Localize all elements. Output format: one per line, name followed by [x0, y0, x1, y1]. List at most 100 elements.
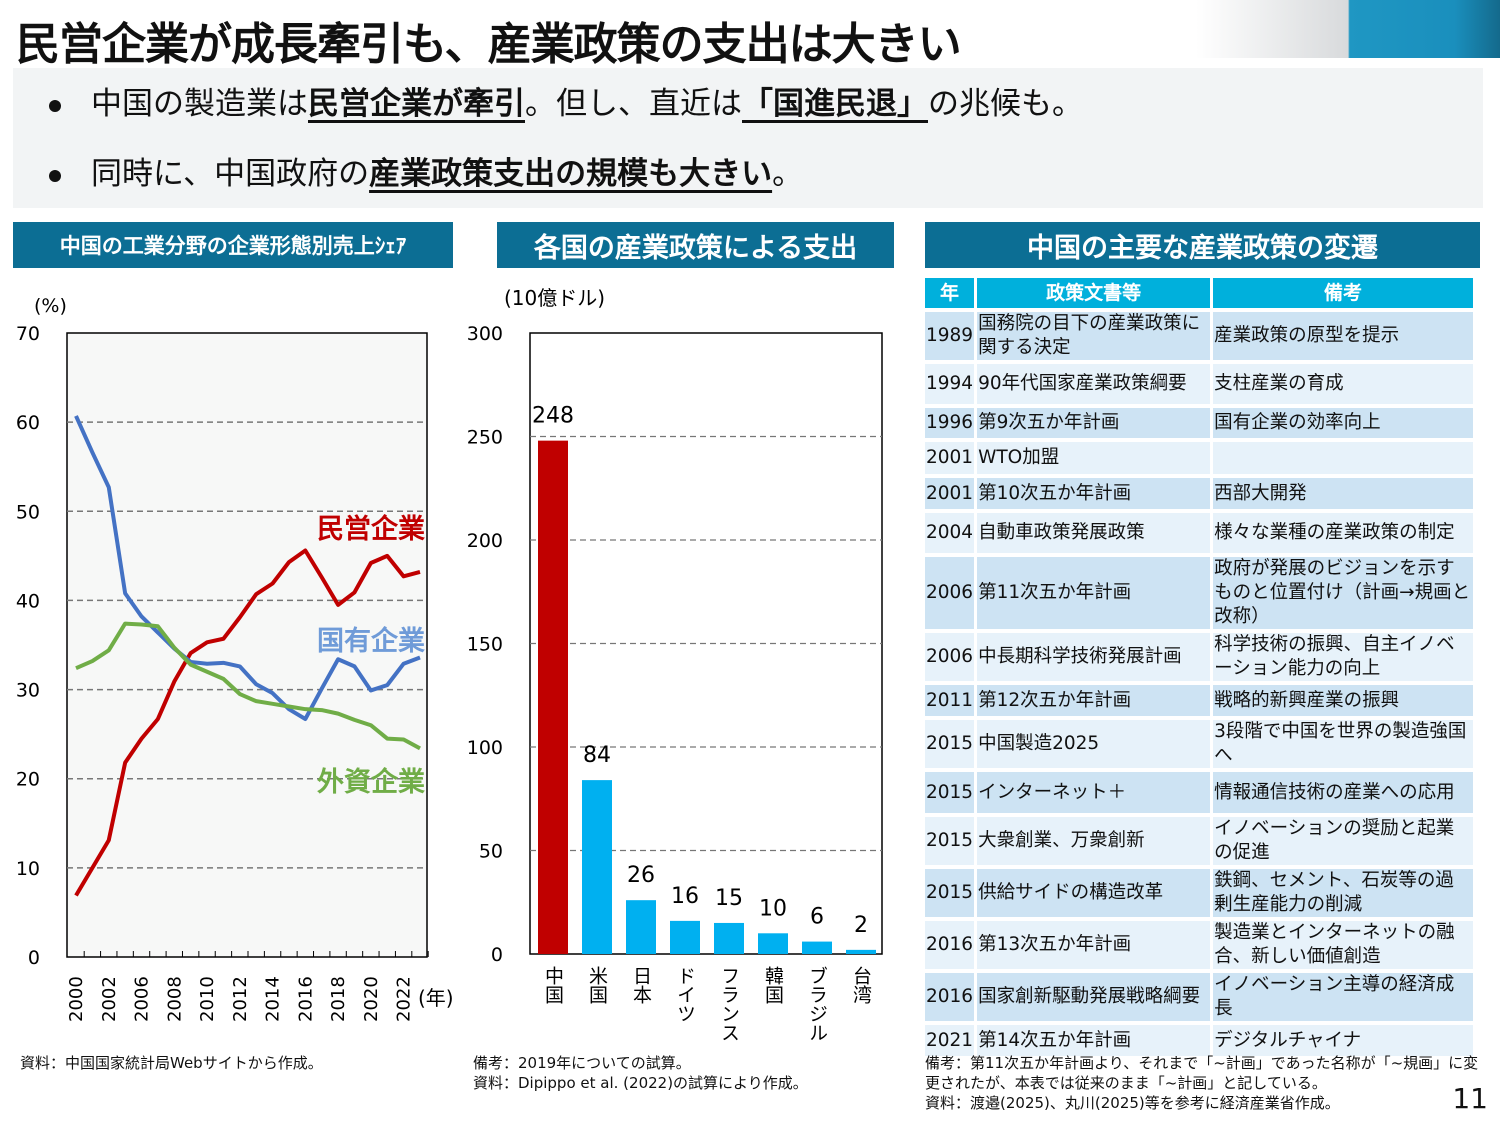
bar-value-label: 6: [810, 905, 824, 930]
series-label: 民営企業: [317, 513, 425, 545]
year-cell: 2015: [925, 817, 975, 865]
table-row: 2015 インターネット＋ 情報通信技術の産業への応用: [925, 772, 1473, 813]
table-row: 1996 第9次五か年計画 国有企業の効率向上: [925, 408, 1473, 438]
bar-0: [538, 440, 568, 954]
table-row: 2015 供給サイドの構造改革 鉄鋼、セメント、石炭等の過剰生産能力の削減: [925, 869, 1473, 917]
year-cell: 2015: [925, 869, 975, 917]
notes-cell: イノベーションの奨励と起業の促進: [1213, 817, 1473, 865]
bar-value-label: 26: [627, 863, 655, 888]
table-row: 1994 90年代国家産業政策綱要 支柱産業の育成: [925, 364, 1473, 404]
policy-cell: 供給サイドの構造改革: [977, 869, 1211, 917]
bar-value-label: 10: [759, 896, 787, 921]
x-tick-label: 2016: [295, 976, 316, 1022]
bullet-dot-icon: [49, 99, 61, 112]
category-label: 米国: [586, 966, 608, 1004]
policy-cell: 第10次五か年計画: [977, 478, 1211, 509]
bullet-text: 。但し、直近は: [525, 86, 742, 122]
notes-cell: 支柱産業の育成: [1213, 364, 1473, 404]
bullet-1: 中国の製造業は民営企業が牽引。但し、直近は「国進民退」の兆候も。: [49, 78, 1083, 123]
policy-cell: 第11次五か年計画: [977, 557, 1211, 629]
year-cell: 2001: [925, 442, 975, 474]
bullet-text: の兆候も。: [928, 86, 1083, 122]
series-label: 国有企業: [317, 625, 425, 657]
year-cell: 2011: [925, 685, 975, 716]
bar-3: [670, 920, 700, 954]
notes-cell: イノベーション主導の経済成長: [1213, 973, 1473, 1021]
line-chart-title: 中国の工業分野の企業形態別売上ｼｪｱ: [13, 222, 453, 268]
notes-cell: 産業政策の原型を提示: [1213, 312, 1473, 360]
notes-cell: 国有企業の効率向上: [1213, 408, 1473, 438]
line-chart: 0 10 20 30 40 50 60 70 (%) 2000 2002 2006 2008 2010 20…: [16, 295, 454, 1022]
x-tick-label: 2022: [394, 976, 415, 1022]
summary-box: 中国の製造業は民営企業が牽引。但し、直近は「国進民退」の兆候も。 同時に、中国政…: [13, 68, 1483, 208]
category-label: ドイツ: [674, 966, 696, 1023]
category-label: ブラジル: [806, 966, 828, 1042]
year-cell: 1994: [925, 364, 975, 404]
year-cell: 1996: [925, 408, 975, 438]
x-tick-label: 2008: [164, 976, 185, 1022]
policy-cell: 中長期科学技術発展計画: [977, 633, 1211, 681]
year-cell: 2004: [925, 513, 975, 553]
x-tick-label: 2010: [197, 976, 218, 1022]
policy-cell: 中国製造2025: [977, 720, 1211, 768]
y-tick-label: 250: [467, 427, 503, 449]
table-row: 2001 第10次五か年計画 西部大開発: [925, 478, 1473, 509]
notes-cell: 3段階で中国を世界の製造強国へ: [1213, 720, 1473, 768]
policy-cell: 大衆創業、万衆創新: [977, 817, 1211, 865]
x-axis-unit: (年): [418, 986, 454, 1010]
y-tick-label: 30: [16, 680, 40, 702]
table-row: 2016 第13次五か年計画 製造業とインターネットの融合、新しい価値創造: [925, 921, 1473, 969]
page-number: 11: [1452, 1082, 1488, 1115]
category-label: 韓国: [762, 966, 784, 1004]
bar-1: [582, 780, 612, 954]
bar-5: [758, 933, 788, 954]
policy-cell: 90年代国家産業政策綱要: [977, 364, 1211, 404]
table-row: 2001 WTO加盟: [925, 442, 1473, 474]
bar-chart-note: 備考：2019年についての試算。: [473, 1054, 691, 1072]
notes-cell: [1213, 442, 1473, 474]
bar-value-label: 2: [854, 913, 868, 938]
x-tick-label: 2002: [99, 976, 120, 1022]
y-tick-label: 10: [16, 858, 40, 880]
y-tick-label: 150: [467, 634, 503, 656]
table-row: 2015 中国製造2025 3段階で中国を世界の製造強国へ: [925, 720, 1473, 768]
bullet-text: 。: [772, 156, 804, 192]
y-tick-label: 0: [491, 944, 503, 966]
year-cell: 2006: [925, 633, 975, 681]
notes-cell: 製造業とインターネットの融合、新しい価値創造: [1213, 921, 1473, 969]
bullet-2: 同時に、中国政府の産業政策支出の規模も大きい。: [49, 148, 803, 193]
notes-cell: 戦略的新興産業の振興: [1213, 685, 1473, 716]
series-line-2: [75, 621, 421, 751]
notes-cell: 鉄鋼、セメント、石炭等の過剰生産能力の削減: [1213, 869, 1473, 917]
year-cell: 2016: [925, 973, 975, 1021]
header-policy: 政策文書等: [977, 278, 1211, 308]
bar-2: [626, 900, 656, 954]
table-note: 備考：第11次五か年計画より、それまで「~計画」であった名称が「~規画」に変更さ…: [925, 1054, 1479, 1092]
category-label: 中国: [542, 966, 564, 1004]
table-row: 1989 国務院の目下の産業政策に関する決定 産業政策の原型を提示: [925, 312, 1473, 360]
policy-cell: WTO加盟: [977, 442, 1211, 474]
table-source: 資料：渡邉(2025)、丸川(2025)等を参考に経済産業省作成。: [925, 1094, 1340, 1112]
year-cell: 1989: [925, 312, 975, 360]
bullet-dot-icon: [49, 169, 61, 182]
y-tick-label: 50: [16, 501, 40, 523]
y-tick-label: 40: [16, 590, 40, 612]
notes-cell: 科学技術の振興、自主イノベーション能力の向上: [1213, 633, 1473, 681]
policy-table: 年 政策文書等 備考 1989 国務院の目下の産業政策に関する決定 産業政策の原型を…: [922, 274, 1476, 1060]
notes-cell: 西部大開発: [1213, 478, 1473, 509]
header-year: 年: [925, 278, 975, 308]
policy-cell: 第9次五か年計画: [977, 408, 1211, 438]
category-label: 日本: [630, 966, 652, 1004]
y-axis-unit: (%): [34, 295, 67, 317]
year-cell: 2006: [925, 557, 975, 629]
bullet-emphasis: 「国進民退」: [742, 86, 928, 122]
bullet-emphasis: 産業政策支出の規模も大きい: [369, 156, 773, 192]
bar-6: [802, 941, 832, 954]
bar-value-label: 16: [671, 884, 699, 909]
x-tick-label: 2020: [361, 976, 382, 1022]
policy-cell: 第14次五か年計画: [977, 1025, 1211, 1056]
bullet-text: 中国の製造業は: [91, 86, 308, 122]
notes-cell: 様々な業種の産業政策の制定: [1213, 513, 1473, 553]
header-decoration: [1196, 0, 1500, 58]
category-label: 台湾: [850, 966, 872, 1005]
